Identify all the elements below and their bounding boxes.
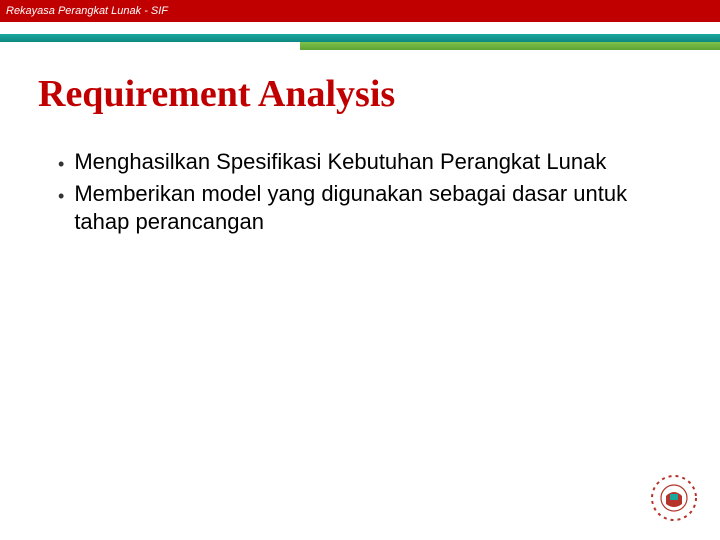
bullet-icon: • (58, 182, 64, 210)
list-item: • Menghasilkan Spesifikasi Kebutuhan Per… (58, 148, 638, 178)
bullet-list: • Menghasilkan Spesifikasi Kebutuhan Per… (58, 148, 638, 236)
bullet-icon: • (58, 150, 64, 178)
university-logo-icon (646, 470, 702, 526)
stripe-green (300, 42, 720, 50)
header-bar: Rekayasa Perangkat Lunak - SIF (0, 0, 720, 22)
bullet-text: Memberikan model yang digunakan sebagai … (74, 180, 638, 236)
list-item: • Memberikan model yang digunakan sebaga… (58, 180, 638, 236)
slide-title: Requirement Analysis (38, 72, 720, 116)
decorative-stripes (0, 22, 720, 52)
course-label: Rekayasa Perangkat Lunak - SIF (6, 5, 168, 17)
bullet-text: Menghasilkan Spesifikasi Kebutuhan Peran… (74, 148, 606, 176)
stripe-teal (0, 34, 720, 42)
